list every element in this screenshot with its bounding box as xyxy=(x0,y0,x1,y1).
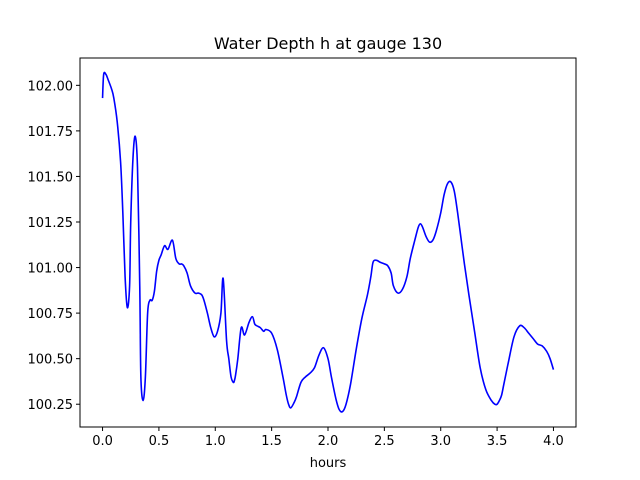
series-layer xyxy=(101,71,555,413)
y-tick-label: 101.00 xyxy=(28,262,74,277)
x-tick-label: 3.0 xyxy=(430,434,451,449)
plot-area xyxy=(80,58,576,427)
x-tick-label: 2.5 xyxy=(374,434,395,449)
y-axis-ticks: 100.25 100.50 100.75 101.00 101.25 101.50 101.… xyxy=(28,79,80,413)
y-tick-label: 100.25 xyxy=(28,398,74,413)
y-tick-label: 100.50 xyxy=(28,353,74,368)
y-tick-label: 101.50 xyxy=(28,170,74,185)
x-axis-label: hours xyxy=(310,456,347,471)
x-tick-label: 0.0 xyxy=(92,434,113,449)
x-tick-label: 4.0 xyxy=(543,434,564,449)
x-tick-label: 1.0 xyxy=(205,434,226,449)
x-tick-label: 2.0 xyxy=(318,434,339,449)
plot-frame xyxy=(79,57,577,428)
x-axis-ticks: 0.0 0.5 1.0 1.5 2.0 2.5 3.0 3.5 4.0 xyxy=(92,427,564,449)
y-tick-label: 101.25 xyxy=(28,216,74,231)
x-tick-label: 0.5 xyxy=(149,434,170,449)
y-tick-label: 102.00 xyxy=(28,79,74,94)
series-line-0 xyxy=(101,71,555,413)
x-tick-label: 3.5 xyxy=(487,434,508,449)
x-tick-label: 1.5 xyxy=(261,434,282,449)
y-tick-label: 100.75 xyxy=(28,307,74,322)
y-tick-label: 101.75 xyxy=(28,125,74,140)
chart-title: Water Depth h at gauge 130 xyxy=(214,34,442,53)
